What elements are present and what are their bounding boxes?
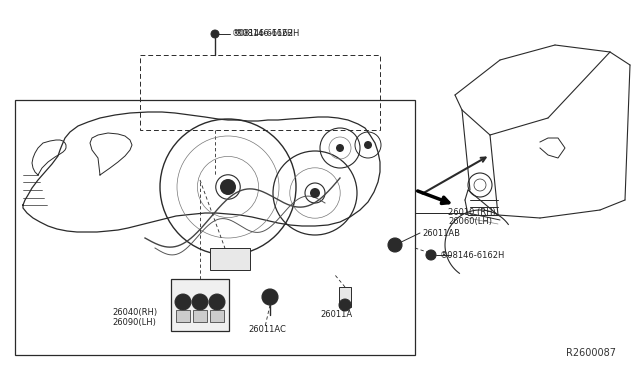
Text: 26090(LH): 26090(LH)	[112, 318, 156, 327]
Text: 26010 (RH): 26010 (RH)	[448, 208, 496, 217]
Bar	[210, 248, 250, 270]
Circle shape	[195, 297, 205, 307]
Circle shape	[310, 188, 320, 198]
Circle shape	[175, 294, 191, 310]
Circle shape	[426, 250, 436, 260]
Text: 26040(RH): 26040(RH)	[112, 308, 157, 317]
Bar	[339, 287, 351, 307]
Bar	[15, 100, 415, 355]
Circle shape	[262, 289, 278, 305]
Text: 26011AB: 26011AB	[422, 228, 460, 237]
Bar	[193, 310, 207, 322]
Circle shape	[339, 299, 351, 311]
Bar	[171, 279, 229, 331]
Circle shape	[178, 297, 188, 307]
Circle shape	[364, 141, 372, 149]
Circle shape	[336, 144, 344, 152]
Circle shape	[192, 294, 208, 310]
Bar	[210, 310, 224, 322]
Text: R2600087: R2600087	[566, 348, 616, 358]
Circle shape	[209, 294, 225, 310]
Text: ®08146-6162H: ®08146-6162H	[232, 29, 294, 38]
Text: 26011A: 26011A	[320, 310, 352, 319]
Circle shape	[220, 179, 236, 195]
Bar	[176, 310, 190, 322]
Text: 26011AC: 26011AC	[248, 325, 286, 334]
Bar	[140, 55, 380, 130]
Circle shape	[391, 241, 399, 249]
Circle shape	[266, 293, 274, 301]
Circle shape	[211, 30, 219, 38]
Text: ®08146-6162H: ®08146-6162H	[235, 29, 300, 38]
Text: ®08146-6162H: ®08146-6162H	[440, 250, 506, 260]
Text: 26060(LH): 26060(LH)	[448, 217, 492, 226]
Circle shape	[212, 297, 222, 307]
Circle shape	[388, 238, 402, 252]
